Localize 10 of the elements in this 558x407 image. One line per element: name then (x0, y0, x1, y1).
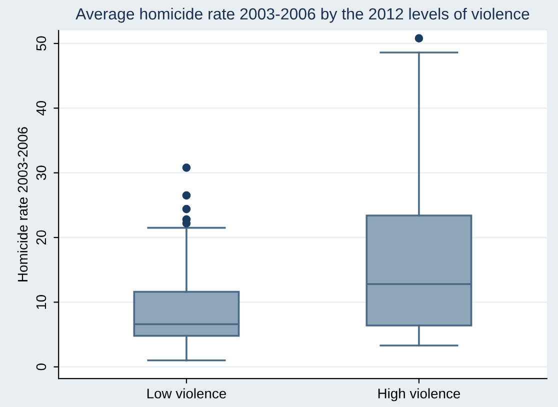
y-axis-title: Homicide rate 2003-2006 (17, 127, 28, 282)
chart-title: Average homicide rate 2003-2006 by the 2012 levels of violence (76, 8, 530, 23)
y-tick-label: 10 (36, 295, 46, 309)
y-tick-label: 20 (36, 230, 46, 245)
x-tick-label: High violence (378, 388, 460, 402)
y-tick-label: 40 (36, 100, 46, 116)
y-tick-label: 30 (36, 166, 46, 180)
y-tick-label: 50 (36, 36, 46, 51)
y-tick-label: 0 (36, 364, 46, 370)
x-tick-label: Low violence (147, 388, 226, 398)
